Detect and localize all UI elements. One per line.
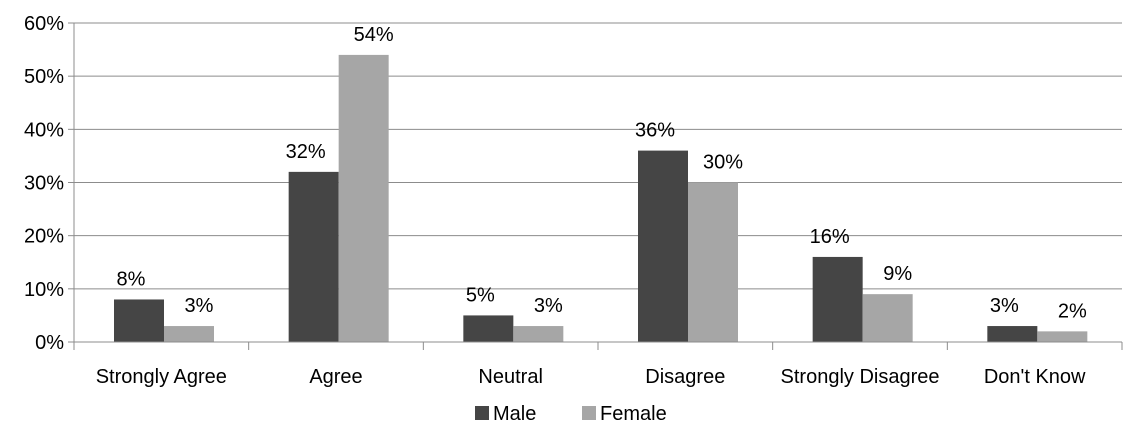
legend-label: Male	[493, 403, 536, 425]
y-tick-label: 40%	[24, 119, 64, 141]
bar-male	[288, 171, 339, 342]
x-tick-label: Disagree	[645, 366, 725, 388]
data-label: 8%	[117, 268, 146, 290]
bar-male	[463, 315, 514, 342]
data-label: 54%	[354, 24, 394, 46]
bar-female	[862, 294, 913, 342]
bar-male	[987, 326, 1038, 342]
bar-female	[513, 326, 564, 342]
data-labels: 8% 3% 32% 54% 5% 3% 36% 30% 16% 9% 3% 2%	[117, 24, 1087, 322]
bar-female	[338, 54, 389, 343]
y-tick-label: 20%	[24, 226, 64, 248]
data-label: 16%	[810, 226, 850, 248]
data-label: 30%	[703, 152, 743, 174]
data-label: 2%	[1058, 300, 1087, 322]
y-axis-ticks: 0% 10% 20% 30% 40% 50% 60%	[24, 13, 74, 354]
legend-swatch-male	[475, 406, 489, 420]
x-tick-label: Don't Know	[984, 366, 1086, 388]
legend-swatch-female	[582, 406, 596, 420]
data-label: 36%	[635, 120, 675, 142]
bar-male	[638, 150, 688, 342]
x-tick-label: Strongly Agree	[96, 366, 227, 388]
y-tick-label: 10%	[24, 279, 64, 301]
y-tick-label: 0%	[35, 332, 64, 354]
bar-male	[812, 256, 863, 342]
bar-female	[688, 182, 738, 342]
x-tick-label: Agree	[309, 366, 362, 388]
x-tick-label: Strongly Disagree	[781, 366, 940, 388]
data-label: 5%	[466, 284, 495, 306]
bar-male	[114, 299, 164, 342]
y-tick-label: 50%	[24, 66, 64, 88]
x-axis-ticks: Strongly Agree Agree Neutral Disagree Strong…	[73, 342, 1123, 388]
legend: Male Female	[475, 403, 667, 425]
bar-female	[1037, 331, 1088, 342]
data-label: 32%	[286, 141, 326, 163]
data-label: 3%	[534, 295, 563, 317]
data-label: 3%	[185, 295, 214, 317]
y-tick-label: 60%	[24, 13, 64, 35]
data-label: 9%	[883, 263, 912, 285]
data-label: 3%	[990, 295, 1019, 317]
bar-female	[164, 326, 214, 342]
x-tick-label: Neutral	[478, 366, 542, 388]
gridlines	[74, 22, 1122, 290]
bars	[114, 54, 1088, 343]
legend-label: Female	[600, 403, 667, 425]
y-tick-label: 30%	[24, 173, 64, 195]
